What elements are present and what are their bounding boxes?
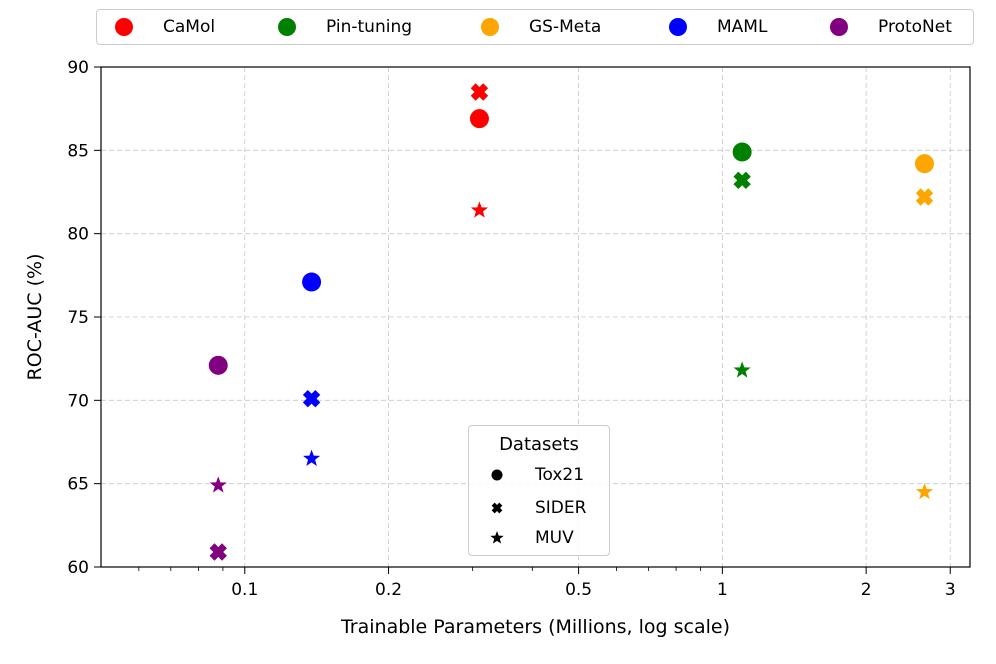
legend-dataset-label-sider: SIDER xyxy=(535,498,587,518)
y-tick-label: 65 xyxy=(67,475,89,495)
y-tick-label: 75 xyxy=(67,308,89,328)
y-tick-label: 85 xyxy=(67,141,89,161)
point-pin-tuning-muv xyxy=(733,361,751,378)
point-camol-muv xyxy=(470,201,489,218)
legend-label-protonet: ProtoNet xyxy=(878,17,952,37)
legend-item-camol: CaMol xyxy=(115,10,215,44)
x-tick-label: 1 xyxy=(717,580,728,600)
point-pin-tuning-tox21 xyxy=(732,142,752,162)
cross-marker-icon xyxy=(491,502,503,514)
point-maml-muv xyxy=(303,449,321,466)
point-protonet-sider xyxy=(209,543,227,561)
legend-dot-protonet xyxy=(830,18,848,36)
point-pin-tuning-sider xyxy=(733,171,751,190)
point-gs-meta-muv xyxy=(915,483,934,500)
datasets-legend: Datasets Tox21 SIDER MUV xyxy=(468,425,610,556)
legend-item-protonet: ProtoNet xyxy=(830,10,952,44)
point-gs-meta-tox21 xyxy=(915,154,935,174)
x-tick-label: 3 xyxy=(945,580,956,600)
legend-label-camol: CaMol xyxy=(163,17,216,37)
legend-dot-pin-tuning xyxy=(278,18,296,36)
star-marker-icon xyxy=(490,531,504,544)
point-protonet-muv xyxy=(209,476,227,493)
point-maml-tox21 xyxy=(302,272,322,292)
methods-legend: CaMol Pin-tuning GS-Meta MAML ProtoNet xyxy=(96,9,974,45)
x-tick-label: 0.1 xyxy=(231,580,258,600)
legend-dot-camol xyxy=(115,18,133,36)
legend-label-pin-tuning: Pin-tuning xyxy=(326,17,413,37)
y-tick-label: 60 xyxy=(67,558,89,578)
point-camol-tox21 xyxy=(469,109,489,129)
point-camol-sider xyxy=(470,83,489,101)
point-maml-sider xyxy=(302,389,321,408)
legend-label-gs-meta: GS-Meta xyxy=(529,17,602,37)
legend-dot-maml xyxy=(669,18,687,36)
y-tick-label: 80 xyxy=(67,225,89,245)
legend-dot-gs-meta xyxy=(481,18,499,36)
legend-item-maml: MAML xyxy=(669,10,767,44)
y-tick-label: 90 xyxy=(67,58,89,78)
legend-item-gs-meta: GS-Meta xyxy=(481,10,601,44)
x-tick-label: 2 xyxy=(861,580,872,600)
circle-marker-icon xyxy=(491,469,503,481)
legend-dataset-label-muv: MUV xyxy=(535,528,574,548)
legend-label-maml: MAML xyxy=(717,17,768,37)
legend-dataset-label-tox21: Tox21 xyxy=(535,465,585,485)
legend-item-pin-tuning: Pin-tuning xyxy=(278,10,412,44)
point-protonet-tox21 xyxy=(208,355,228,375)
x-tick-label: 0.5 xyxy=(565,580,592,600)
point-gs-meta-sider xyxy=(915,188,934,206)
datasets-legend-title: Datasets xyxy=(499,434,579,455)
x-axis-label: Trainable Parameters (Millions, log scal… xyxy=(340,616,730,638)
y-axis-label: ROC-AUC (%) xyxy=(24,254,46,381)
x-tick-label: 0.2 xyxy=(375,580,402,600)
y-tick-label: 70 xyxy=(67,391,89,411)
